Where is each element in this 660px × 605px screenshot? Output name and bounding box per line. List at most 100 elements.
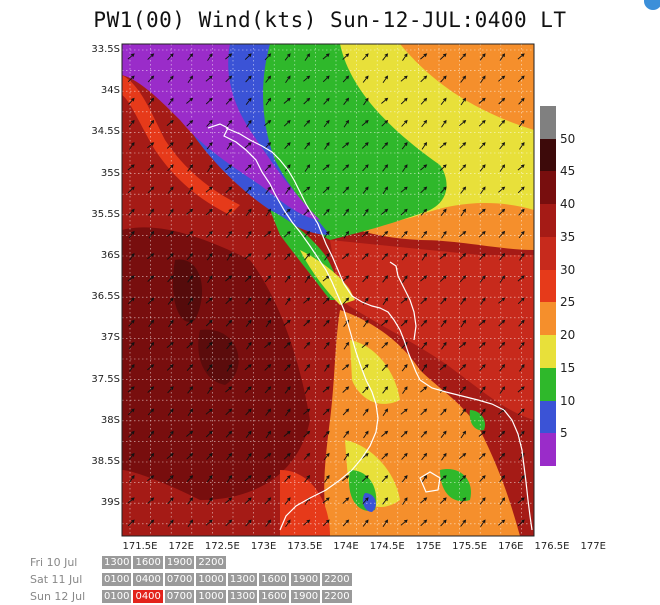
time-button[interactable]: 1300 [227,573,258,586]
time-button[interactable]: 1000 [196,590,226,603]
wind-barb [518,341,525,350]
time-button[interactable]: 1000 [196,573,226,586]
wind-barb [148,208,155,216]
wind-barb [245,408,252,416]
wind-barb [244,475,252,482]
wind-barb [206,253,213,261]
latitude-label: 37.5S [91,373,120,385]
latitude-label: 39S [100,497,120,509]
wind-barb [225,430,233,438]
time-button[interactable]: 2200 [322,573,352,586]
wind-barb [129,364,135,372]
wind-barb [518,97,525,105]
wind-barb [303,452,311,460]
wind-barb [402,275,408,283]
time-button[interactable]: 0100 [102,590,132,603]
wind-barb [285,519,291,528]
time-button[interactable]: 1600 [259,573,289,586]
wind-barb [478,119,486,127]
time-button[interactable]: 0400 [133,573,163,586]
wind-barb [362,297,369,305]
time-button[interactable]: 1300 [102,556,132,569]
wind-barb [342,497,350,504]
wind-barb [401,142,408,150]
wind-barb [148,341,155,350]
wind-barb [478,341,486,349]
wind-barb [206,364,213,372]
colorbar-label: 25 [560,295,576,310]
wind-barb [420,75,428,83]
wind-barb [324,364,330,372]
wind-barb [167,519,174,527]
wind-barb [343,119,350,128]
wind-barb [225,386,233,393]
wind-barb [342,275,350,282]
wind-barb [382,164,389,172]
wind-barb [420,386,428,393]
time-button[interactable]: 0400 [133,590,163,603]
day-row: Fri 10 Jul 1300 1600 1900 2200 [30,554,354,571]
wind-barb [225,53,233,60]
wind-barb [225,75,233,83]
time-button[interactable]: 0700 [164,573,195,586]
wind-barb [264,341,272,349]
colorbar-segment [540,433,556,467]
wind-barb [402,53,408,61]
wind-barb [324,253,330,261]
wind-barb [167,408,174,416]
time-button[interactable]: 1900 [164,556,195,569]
wind-barb [225,164,233,171]
wind-barb [480,75,486,84]
wind-barb [401,364,408,372]
wind-barb [440,208,447,216]
wind-barb [264,142,272,149]
wind-barb [460,297,467,305]
wind-barb [207,164,213,172]
wind-barb [187,297,194,306]
wind-barb [420,208,428,216]
wind-barb [478,230,486,238]
wind-barb [265,75,272,83]
wind-barb [381,452,389,460]
wind-barb [400,208,408,216]
wind-barb [478,97,486,104]
time-button[interactable]: 0700 [164,590,195,603]
wind-barb [284,475,291,483]
time-button[interactable]: 0100 [102,573,132,586]
wind-barb [499,364,506,372]
wind-barb [498,97,506,105]
wind-barb [265,208,272,217]
wind-barb [441,119,447,128]
time-button[interactable]: 1300 [227,590,258,603]
wind-barb [499,142,506,150]
wind-barb [441,452,447,461]
wind-barb [167,275,174,283]
wind-barb [421,253,428,261]
wind-barb [245,430,252,438]
colorbar-label: 35 [560,229,576,244]
wind-barb [206,341,213,349]
time-button[interactable]: 1900 [290,590,321,603]
time-button[interactable]: 2200 [322,590,352,603]
wind-barb [517,75,525,83]
wind-barb [284,53,291,61]
wind-barb [361,452,369,460]
time-button[interactable]: 1600 [133,556,163,569]
wind-barb [342,386,350,393]
wind-barb [381,341,389,349]
time-button[interactable]: 2200 [196,556,226,569]
colorbar-segment [540,302,556,336]
wind-barb [323,119,330,128]
wind-barb [460,319,467,328]
wind-barb [420,186,428,194]
wind-barb [361,142,369,149]
time-button[interactable]: 1600 [259,590,289,603]
wind-barb [283,119,291,127]
wind-barb [362,275,369,283]
wind-barb [460,186,467,194]
time-button[interactable]: 1900 [290,573,321,586]
wind-barb [499,275,506,283]
wind-barb [460,97,467,106]
wind-barb [421,230,428,239]
wind-barb [517,297,525,305]
